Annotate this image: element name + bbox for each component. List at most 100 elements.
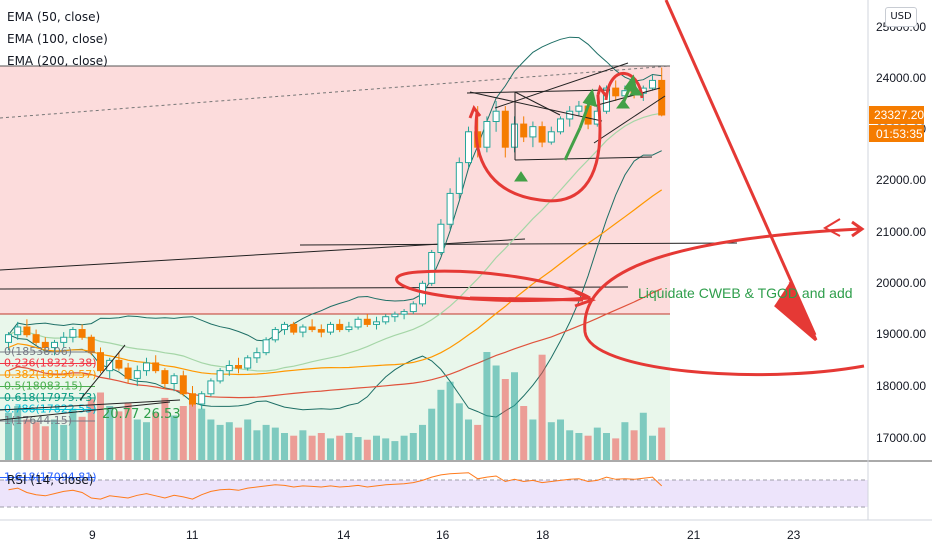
price-tick: 22000.00 — [876, 173, 926, 187]
candle-body — [575, 105, 583, 112]
dashed-trendline — [0, 65, 671, 119]
candle-body — [207, 380, 215, 395]
volume-bar — [69, 408, 77, 460]
current-price-label: 23327.20 — [874, 108, 924, 122]
volume-bar — [189, 395, 196, 460]
candle-body — [51, 341, 58, 349]
volume-bar — [51, 419, 58, 460]
time-axis: 9 11 14 16 18 21 23 — [89, 528, 801, 542]
volume-bar — [603, 433, 610, 460]
stats-label: 20.77 26.53 — [102, 407, 181, 422]
price-tick: 18000.00 — [876, 379, 926, 393]
legend-ema200[interactable]: EMA (200, close) — [7, 54, 108, 68]
candle-body — [225, 365, 233, 372]
volume-bar — [538, 354, 546, 460]
volume-bar — [639, 412, 647, 460]
volume-bar — [584, 435, 592, 460]
volume-bar — [60, 424, 68, 460]
currency-button[interactable]: USD — [885, 7, 917, 27]
legend-ema50[interactable]: EMA (50, close) — [7, 10, 101, 24]
volume-bar — [345, 433, 353, 460]
volume-bar — [566, 430, 574, 460]
volume-bar — [621, 422, 629, 460]
volume-bar — [41, 426, 49, 460]
volume-bar — [373, 435, 380, 460]
volume-bar — [327, 438, 334, 460]
horizontal-line-19900 — [0, 286, 629, 290]
fibonacci-retracement: 0(18538.06)0.236(18323.38)0.382(18190.57… — [0, 345, 97, 484]
candle-body — [529, 126, 537, 138]
candle-body — [437, 223, 445, 253]
rsi-band — [0, 480, 868, 507]
volume-bar — [483, 352, 491, 460]
candle-body — [363, 318, 371, 325]
price-axis: 17000.00 18000.00 19000.00 20000.00 2100… — [876, 20, 926, 445]
candle-body — [271, 329, 279, 341]
candle-body — [133, 370, 141, 379]
candle-body — [483, 121, 491, 148]
candle-body — [492, 110, 500, 123]
volume-bar — [115, 411, 123, 460]
price-tick: 19000.00 — [876, 327, 926, 341]
fib-level-label: 0.382(18190.57) — [4, 368, 97, 381]
candle-body — [41, 341, 49, 349]
fib-level-label: 0(18538.06) — [4, 345, 72, 358]
bollinger-bands — [8, 36, 662, 418]
fib-triangle-3 — [0, 401, 171, 421]
volume-bar — [244, 419, 252, 460]
volume-bar — [465, 419, 472, 460]
candle-body — [198, 393, 206, 405]
legend-ema100[interactable]: EMA (100, close) — [7, 32, 108, 46]
candle-body — [262, 339, 270, 354]
price-tick: 21000.00 — [876, 225, 926, 239]
volume-bar — [547, 422, 555, 460]
candle-body — [612, 87, 620, 97]
volume-bar — [271, 427, 279, 460]
volume-bar — [658, 427, 666, 460]
volume-bar — [235, 427, 242, 460]
candle-body — [152, 362, 160, 372]
candle-body — [446, 192, 454, 225]
volume-bar — [124, 403, 132, 460]
candle-body — [409, 303, 417, 313]
countdown-tag — [869, 125, 924, 142]
candle-body — [244, 357, 252, 369]
candle-body — [391, 313, 399, 318]
candle-body — [87, 336, 95, 354]
volume-bar — [97, 392, 104, 460]
volume-bar — [143, 422, 150, 460]
ema50-line — [8, 112, 662, 372]
liquidate-note: Liquidate CWEB & TGOD and add — [638, 285, 853, 301]
candle-body — [455, 162, 463, 194]
volume-bar — [299, 430, 307, 460]
time-tick: 16 — [436, 528, 450, 542]
horizontal-line-21000 — [299, 242, 738, 246]
candle-body — [354, 318, 362, 328]
volume-bar — [382, 438, 390, 460]
time-tick: 21 — [687, 528, 701, 542]
rsi-line — [8, 472, 663, 500]
candle-body — [290, 323, 298, 333]
candle-body — [235, 365, 242, 369]
candle-body — [179, 375, 187, 395]
price-tick: 20000.00 — [876, 276, 926, 290]
candle-body — [189, 393, 196, 405]
candle-body — [32, 334, 40, 343]
price-tick: 17000.00 — [876, 431, 926, 445]
volume-bar — [23, 419, 31, 460]
fib-level-label: 0.5(18083.15) — [4, 380, 83, 393]
volume-bar — [87, 399, 95, 460]
green-arrows — [514, 74, 643, 182]
red-zone — [0, 66, 670, 314]
candle-body — [60, 336, 68, 343]
legend-rsi[interactable]: RSI (14, close) — [7, 473, 94, 487]
volume-bar — [409, 433, 417, 460]
volume-bar — [14, 406, 22, 460]
fib-triangle-1 — [79, 344, 126, 401]
volume-bar — [262, 424, 270, 460]
candle-body — [336, 323, 344, 331]
volume-bar — [179, 406, 187, 460]
volume-bar — [78, 416, 86, 460]
volume-bar — [106, 406, 114, 460]
